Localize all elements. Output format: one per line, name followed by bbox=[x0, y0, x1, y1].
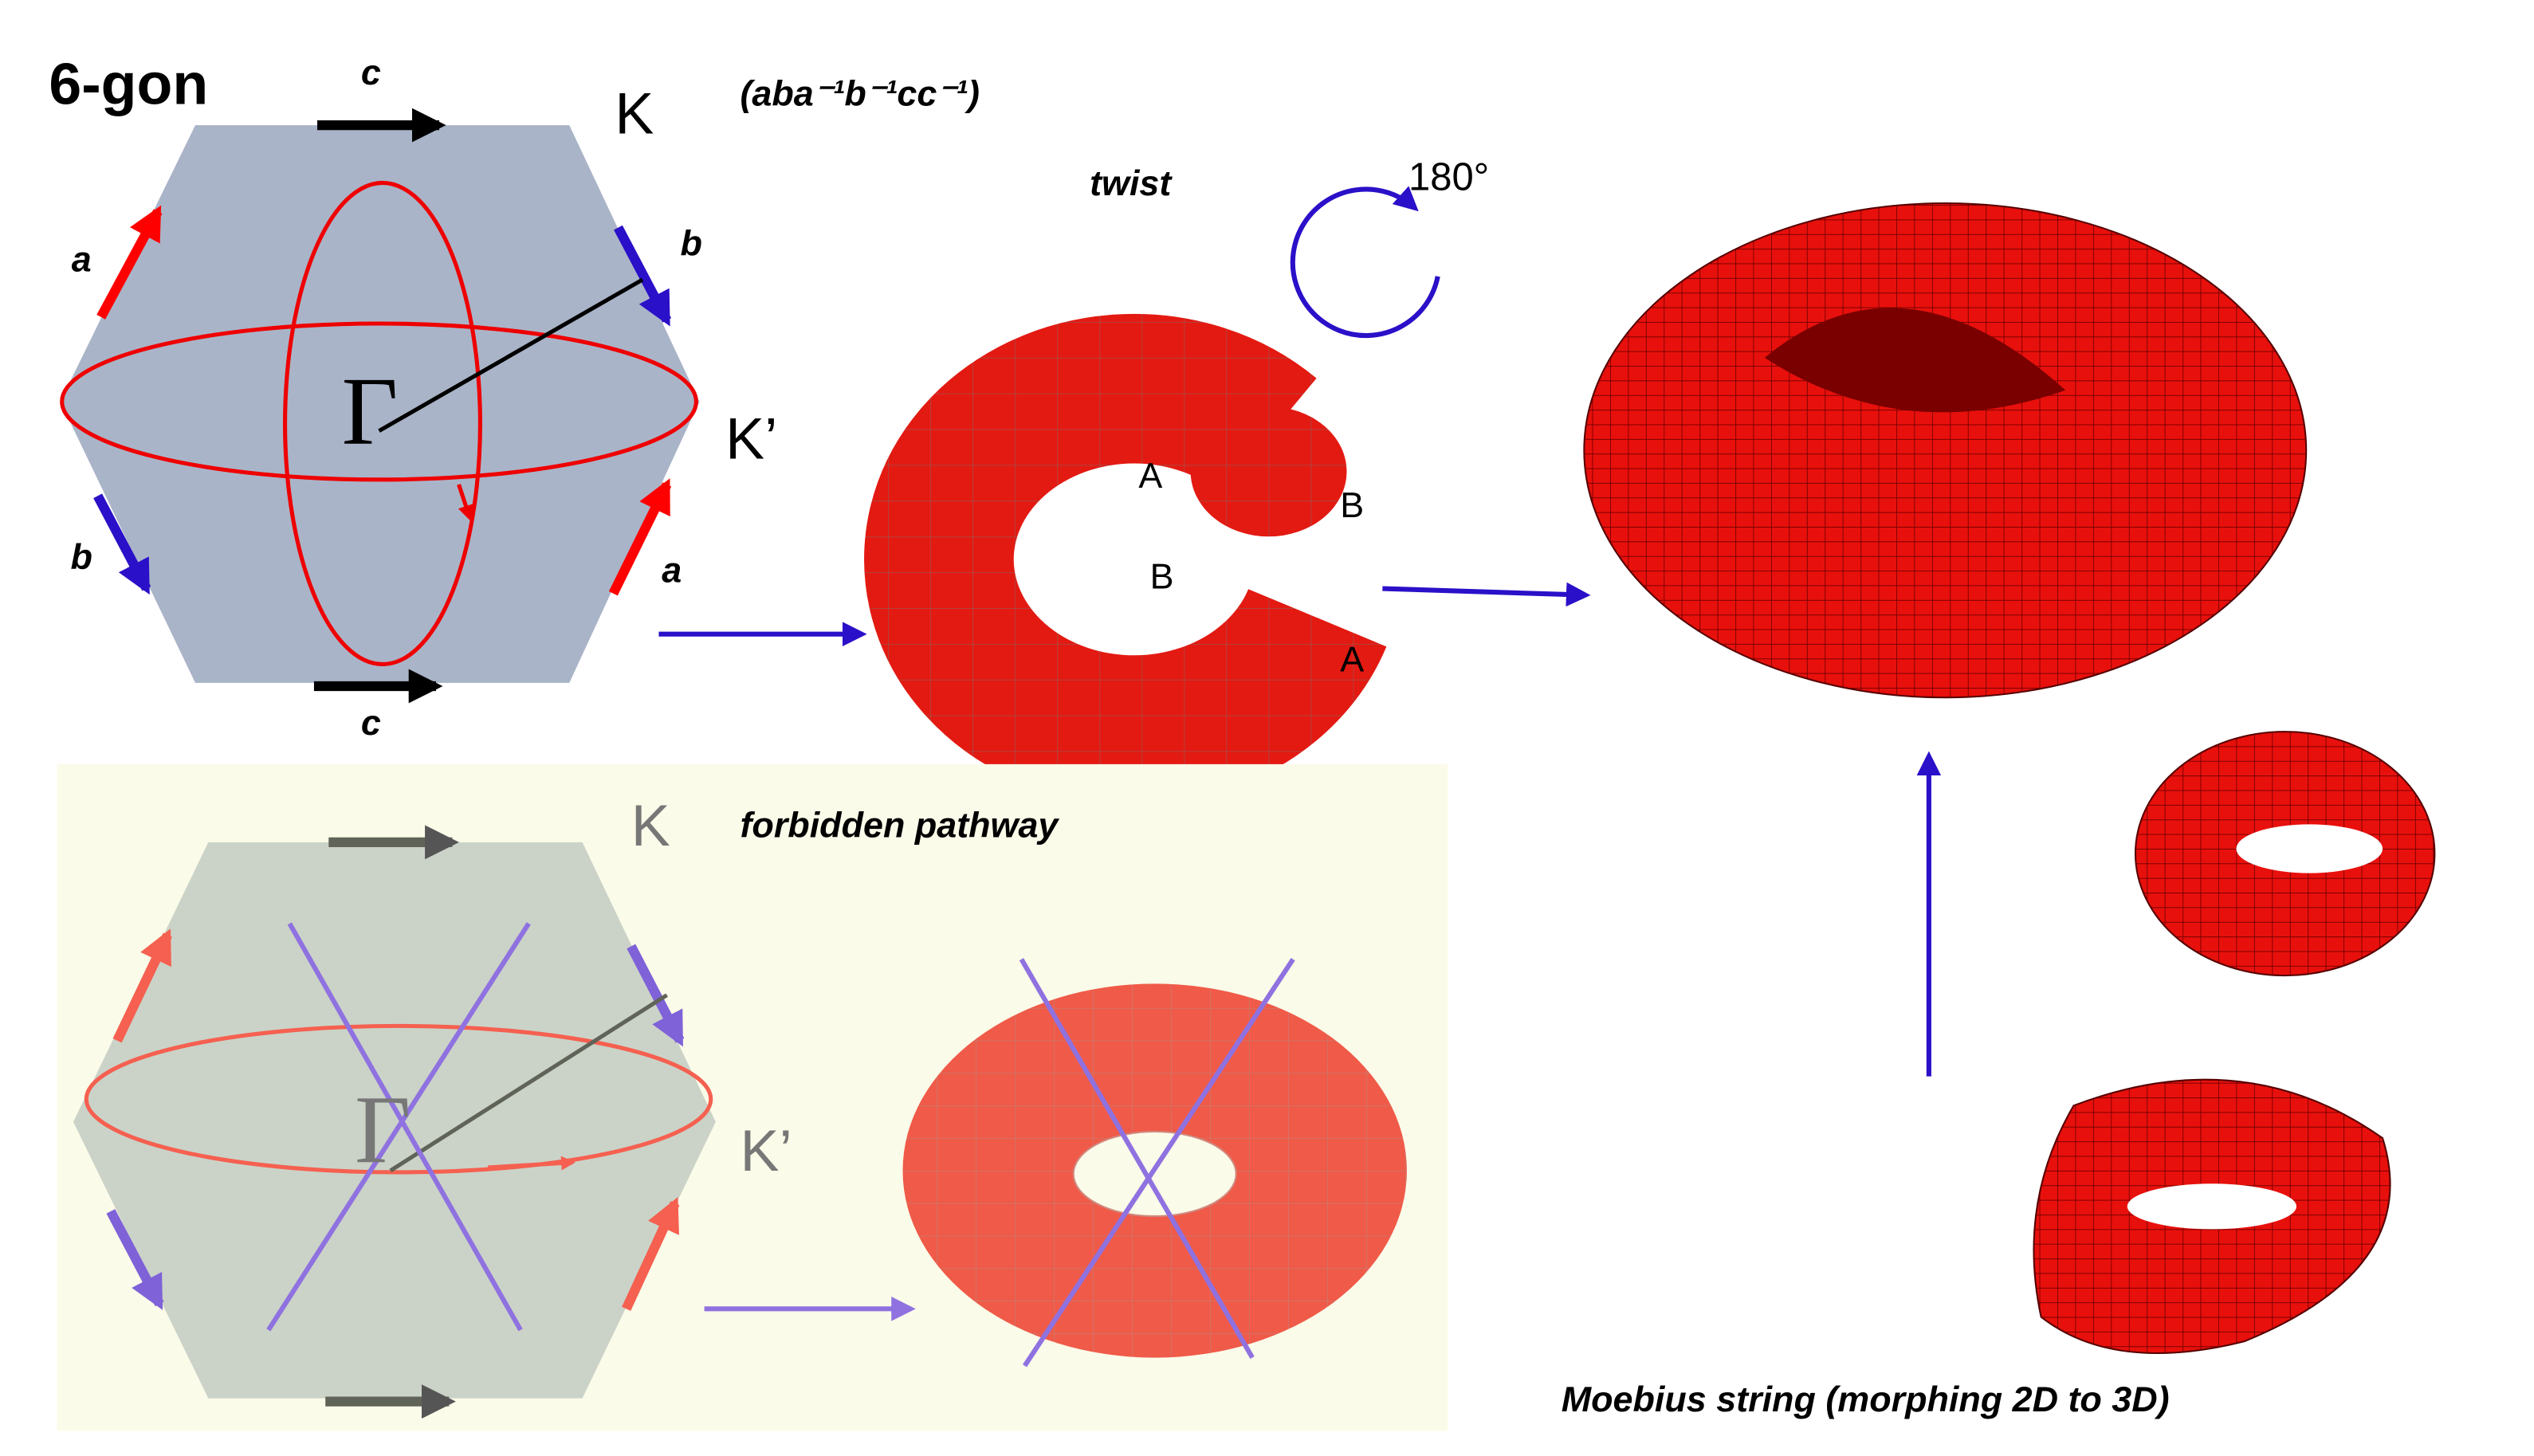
loop-arrow bbox=[488, 1156, 576, 1171]
point-label: B bbox=[1150, 556, 1174, 597]
moebius-hole bbox=[2127, 1183, 2296, 1230]
edge-arrow bbox=[106, 1209, 164, 1310]
cross-line bbox=[1019, 958, 1255, 1360]
gamma-point: Γ bbox=[355, 1077, 411, 1184]
k-prime-point: K’ bbox=[740, 1118, 792, 1183]
loop-arrow bbox=[457, 484, 474, 522]
loop bbox=[60, 321, 698, 482]
angle-label: 180° bbox=[1408, 156, 1489, 199]
edge-label: c bbox=[361, 702, 381, 743]
loop bbox=[84, 1023, 713, 1175]
edge-arrow bbox=[627, 944, 685, 1047]
edge-label: b bbox=[70, 536, 92, 577]
loop bbox=[283, 181, 482, 666]
point-label: B bbox=[1340, 485, 1364, 525]
k-prime-point: K’ bbox=[725, 406, 777, 471]
torus-hole bbox=[1764, 308, 2066, 413]
edge-arrow bbox=[614, 225, 672, 327]
torus-hole bbox=[1072, 1130, 1237, 1218]
path-line bbox=[378, 277, 644, 433]
title: 6-gon bbox=[49, 52, 208, 117]
edge-arrow bbox=[112, 928, 172, 1043]
k-point: K bbox=[615, 80, 654, 146]
caption: Moebius string (morphing 2D to 3D) bbox=[1562, 1379, 2170, 1419]
edge-arrow bbox=[608, 478, 672, 596]
point-label: A bbox=[1138, 455, 1162, 496]
cross-line bbox=[266, 922, 531, 1332]
edge-label: c bbox=[361, 52, 381, 92]
point-label: A bbox=[1340, 639, 1364, 680]
edge-label: b bbox=[681, 222, 702, 263]
edge-label: a bbox=[72, 239, 92, 280]
word: (aba⁻¹b⁻¹cc⁻¹) bbox=[740, 73, 979, 114]
gamma-point: Γ bbox=[342, 358, 399, 465]
flow-arrow bbox=[1382, 582, 1591, 607]
path-line bbox=[389, 993, 669, 1173]
hexagon bbox=[60, 125, 700, 683]
tube-end bbox=[1190, 406, 1347, 537]
twisted-torus bbox=[864, 313, 1387, 805]
torus-hole bbox=[2236, 824, 2383, 873]
edge-arrow bbox=[622, 1196, 680, 1311]
k-point: K bbox=[631, 793, 670, 858]
torus bbox=[1583, 202, 2308, 699]
edge-label: a bbox=[662, 549, 682, 590]
edge-arrow bbox=[93, 493, 151, 595]
cross-line bbox=[287, 922, 523, 1332]
edge-arrow bbox=[96, 205, 163, 320]
cross-line bbox=[1022, 958, 1295, 1368]
rotation-arrow bbox=[1290, 186, 1440, 339]
twist-label: twist bbox=[1090, 163, 1173, 203]
hexagon bbox=[73, 842, 716, 1399]
forbidden-title: forbidden pathway bbox=[740, 805, 1059, 846]
